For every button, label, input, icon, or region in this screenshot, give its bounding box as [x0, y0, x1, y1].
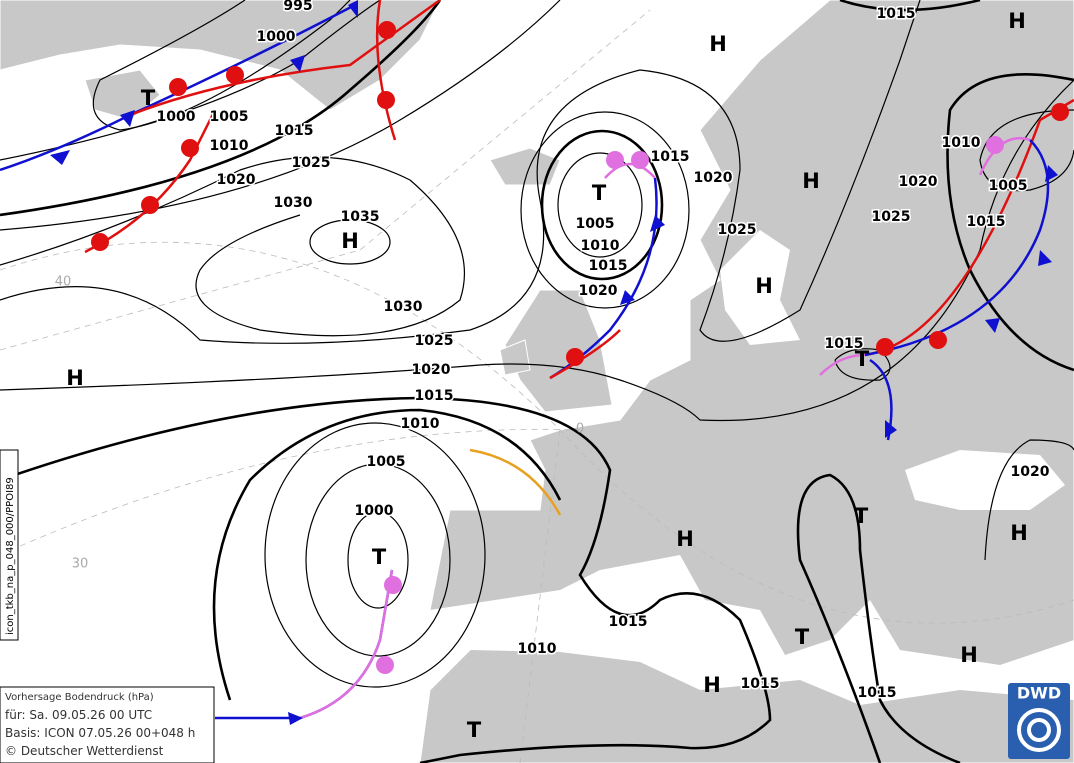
isobar-label: 1005	[210, 109, 249, 125]
isobar-label: 1015	[741, 676, 780, 692]
pressure-center: T	[372, 545, 387, 569]
pressure-center: H	[802, 169, 820, 193]
pressure-center: T	[592, 181, 607, 205]
pressure-center: T	[795, 625, 810, 649]
isobar-label: 1020	[579, 283, 618, 299]
isobar-label: 1010	[581, 238, 620, 254]
isobar-label: 1015	[609, 614, 648, 630]
pressure-center: H	[676, 527, 694, 551]
info-line: für: Sa. 09.05.26 00 UTC	[5, 708, 152, 722]
pressure-center: T	[141, 86, 156, 110]
pressure-center: H	[755, 274, 773, 298]
isobar-label: 1030	[274, 195, 313, 211]
pressure-center: H	[709, 32, 727, 56]
isobar-label: 1005	[989, 178, 1028, 194]
pressure-center: H	[1008, 9, 1026, 33]
isobar-label: 1025	[415, 333, 454, 349]
isobar-label: 1015	[589, 258, 628, 274]
isobar-label: 1005	[576, 216, 615, 232]
graticule-label: 40	[55, 275, 72, 290]
isobar-label: 1000	[355, 503, 394, 519]
pressure-center: H	[960, 643, 978, 667]
fronts	[0, 0, 1074, 725]
info-box: Vorhersage Bodendruck (hPa) für: Sa. 09.…	[0, 686, 215, 763]
isobar-label: 1015	[651, 149, 690, 165]
isobar-label: 1015	[415, 388, 454, 404]
isobar-label: 1020	[899, 174, 938, 190]
isobar-label: 1010	[401, 416, 440, 432]
side-label: icon_tkb_na_p_048_000/PPOI89	[5, 477, 16, 635]
isobar-label: 1020	[694, 170, 733, 186]
isobar-label: 1020	[1011, 464, 1050, 480]
isobar-label: 1015	[825, 336, 864, 352]
info-line: Basis: ICON 07.05.26 00+048 h	[5, 726, 195, 740]
pressure-center: T	[467, 718, 482, 742]
side-box	[0, 449, 19, 641]
isobar-label: 1010	[942, 135, 981, 151]
isobar-label: 1000	[157, 109, 196, 125]
pressure-center: H	[66, 366, 84, 390]
isobar-label: 1025	[292, 155, 331, 171]
isobar-label: 1015	[967, 214, 1006, 230]
isobar-label: 1015	[275, 123, 314, 139]
isobar-label: 1025	[872, 209, 911, 225]
pressure-center: H	[1010, 521, 1028, 545]
pressure-center: T	[854, 504, 869, 528]
isobar-label: 1015	[877, 6, 916, 22]
pressure-center: T	[855, 347, 870, 371]
graticule-label: 30	[72, 557, 89, 572]
isobar-label: 995	[283, 0, 312, 14]
info-line: © Deutscher Wetterdienst	[5, 744, 164, 758]
isobar-label: 1035	[341, 209, 380, 225]
isobar-label: 1030	[384, 299, 423, 315]
isobar-label: 1000	[257, 29, 296, 45]
pressure-center: H	[703, 673, 721, 697]
isobar-label: 1020	[412, 362, 451, 378]
info-line: Vorhersage Bodendruck (hPa)	[5, 692, 154, 703]
isobar-label: 1010	[518, 641, 557, 657]
isobar-label: 1015	[858, 685, 897, 701]
pressure-center: H	[341, 229, 359, 253]
isobar-label: 1005	[367, 454, 406, 470]
logo: DWD	[1008, 683, 1070, 759]
graticule-label: 0	[576, 422, 584, 437]
isobar-label: 1020	[217, 172, 256, 188]
logo-text: DWD	[1017, 684, 1061, 703]
isobar-label: 1025	[718, 222, 757, 238]
isobar-label: 1010	[210, 138, 249, 154]
